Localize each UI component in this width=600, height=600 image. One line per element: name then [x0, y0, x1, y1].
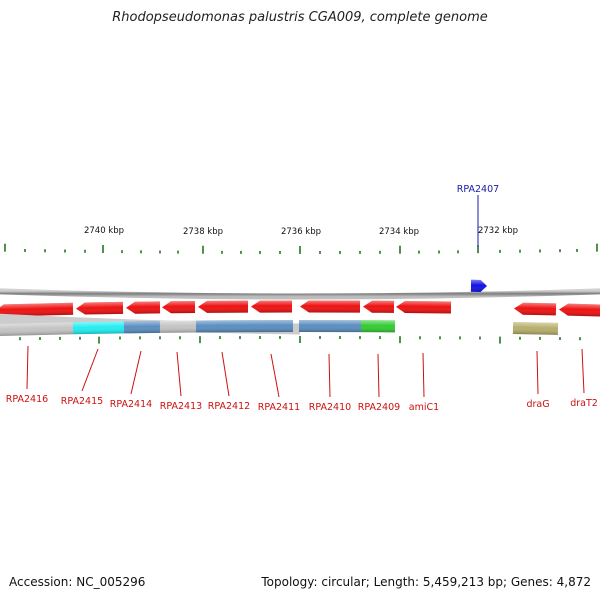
gene-label: RPA2409 — [358, 402, 400, 413]
reverse-strand — [0, 300, 600, 317]
gene-label: RPA2414 — [110, 399, 152, 410]
leader-line — [176, 351, 182, 397]
gene-label: RPA2407 — [457, 184, 499, 195]
reverse-gene-arrow — [251, 300, 293, 313]
accession-text: Accession: NC_005296 — [9, 575, 146, 589]
scale-label: 2738 kbp — [183, 227, 223, 237]
gene-label: draT2 — [570, 398, 598, 409]
gene-label: RPA2413 — [160, 401, 202, 412]
forward-gene-arrow — [470, 279, 487, 292]
gene-label: RPA2410 — [309, 402, 351, 413]
leader-line — [81, 348, 99, 392]
leader-line — [270, 353, 280, 398]
leader-line — [26, 345, 29, 390]
gene-label: RPA2412 — [208, 401, 250, 412]
gene-labels: RPA2407 RPA2416 RPA2415 RPA2414 RPA2413 RPA24… — [6, 184, 598, 413]
reverse-gene-arrow — [76, 301, 124, 315]
map-title: Rhodopseudomonas palustris CGA009, compl… — [112, 10, 488, 25]
leader-line — [221, 351, 230, 397]
leader-line — [536, 350, 539, 395]
scale-label: 2734 kbp — [379, 227, 419, 237]
reverse-gene-arrow — [0, 302, 74, 317]
reverse-gene-arrow — [396, 300, 452, 314]
genome-stats-text: Topology: circular; Length: 5,459,213 bp… — [261, 575, 591, 589]
forward-strand — [470, 279, 487, 292]
scale-ticks — [4, 243, 598, 344]
genome-backbone — [0, 288, 600, 300]
gene-label: RPA2411 — [258, 402, 300, 413]
reverse-gene-arrow — [198, 300, 249, 313]
gene-label: RPA2415 — [61, 396, 103, 407]
scale-label: 2736 kbp — [281, 227, 321, 237]
leader-line — [328, 353, 331, 398]
reverse-gene-arrow — [363, 300, 395, 313]
scale-label: 2740 kbp — [84, 226, 124, 236]
leader-line — [377, 353, 380, 398]
leader-line — [581, 348, 585, 394]
scale-labels: 2740 kbp 2738 kbp 2736 kbp 2734 kbp 2732 kbp — [84, 226, 518, 237]
reverse-gene-arrow — [300, 300, 361, 313]
reverse-gene-arrow — [514, 302, 557, 316]
reverse-gene-arrow — [162, 300, 196, 314]
scale-label: 2732 kbp — [478, 226, 518, 236]
gene-label: draG — [526, 399, 549, 410]
gene-label: amiC1 — [409, 402, 439, 413]
reverse-gene-arrow — [559, 303, 600, 317]
leader-line — [422, 352, 425, 398]
leader-line — [130, 350, 142, 395]
cog-track — [0, 313, 559, 337]
reverse-gene-arrow — [126, 301, 161, 314]
gene-label: RPA2416 — [6, 394, 48, 405]
